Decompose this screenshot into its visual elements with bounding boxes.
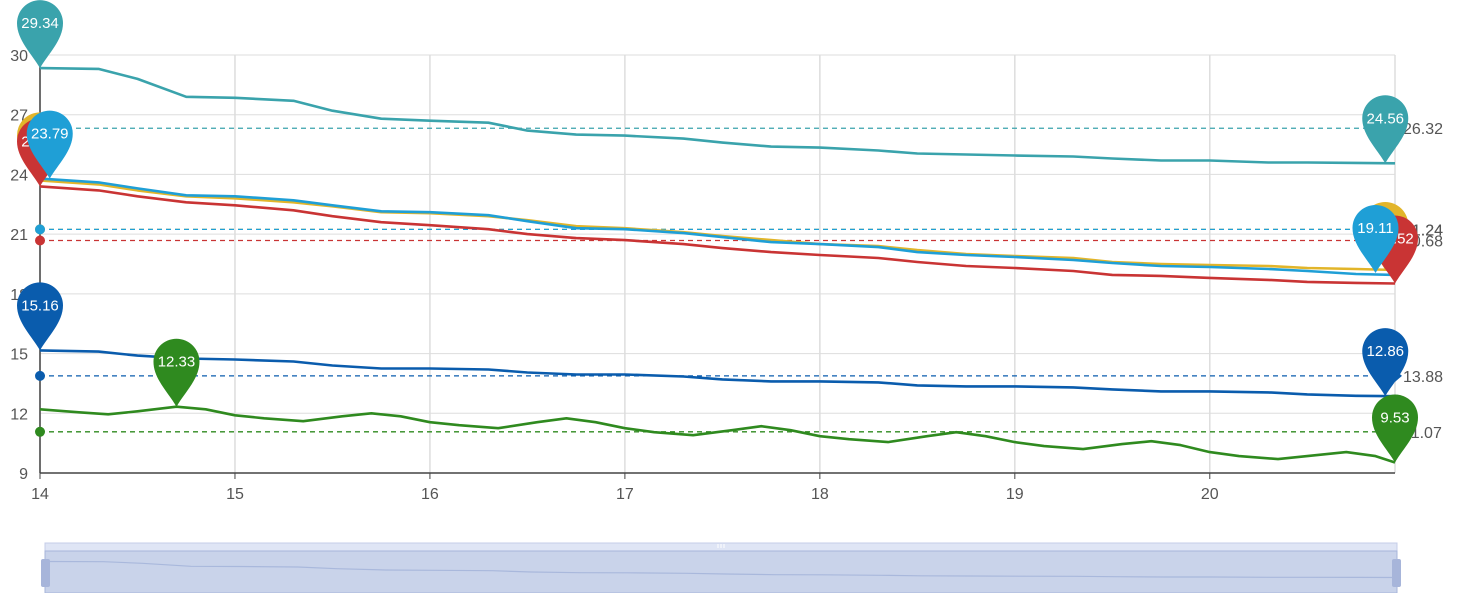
average-start-dot [35, 426, 45, 437]
series-lines [39, 66, 1396, 464]
pin-shape [17, 282, 63, 351]
marker-pin: 15.16 [17, 282, 63, 351]
y-tick-label: 21 [10, 227, 28, 244]
average-label: 13.88 [1403, 369, 1443, 386]
pin-shape [26, 110, 73, 179]
marker-pin: 29.34 [17, 0, 63, 69]
average-label: 26.32 [1403, 121, 1443, 138]
series-line [39, 177, 1396, 277]
marker-pin: 23.79 [26, 110, 73, 179]
y-tick-label: 24 [10, 167, 28, 184]
average-start-dot [35, 370, 45, 381]
pin-shape [153, 338, 200, 407]
y-tick-label: 9 [19, 466, 28, 483]
zoom-preview-line [44, 560, 1398, 579]
series-line [39, 66, 1396, 165]
pin-label: 12.86 [1366, 343, 1404, 360]
pin-label: 23.79 [31, 126, 69, 143]
marker-pin: 24.56 [1362, 95, 1409, 164]
pin-label: 9.53 [1380, 409, 1409, 426]
zoom-handle-left[interactable] [41, 559, 50, 587]
marker-pin: 12.33 [153, 338, 200, 407]
series-line [39, 185, 1396, 285]
pin-label: 19.11 [1357, 220, 1393, 237]
marker-pin: 19.11 [1352, 204, 1399, 273]
data-zoom-slider[interactable] [41, 542, 1401, 593]
pin-label: 29.34 [21, 15, 59, 32]
pin-shape [1352, 204, 1399, 273]
grid [39, 54, 1396, 474]
x-tick-label: 18 [811, 486, 829, 503]
zoom-handle-right[interactable] [1392, 559, 1401, 587]
x-tick-label: 19 [1006, 486, 1024, 503]
pin-label: 24.56 [1366, 110, 1404, 127]
x-tick-label: 20 [1201, 486, 1219, 503]
pin-label: 12.33 [158, 354, 196, 371]
pin-label: 15.16 [21, 297, 59, 314]
marker-pin: 9.53 [1372, 394, 1418, 463]
x-tick-label: 16 [421, 486, 439, 503]
series-line [39, 349, 1396, 398]
marker-pins: 29.3424.5623.5619.1123.5618.5223.7919.11… [17, 0, 1418, 463]
x-tick-label: 15 [226, 486, 244, 503]
marker-pin: 12.86 [1362, 328, 1409, 397]
x-tick-label: 17 [616, 486, 634, 503]
y-tick-label: 30 [10, 48, 28, 65]
average-start-dot [35, 235, 45, 246]
pin-shape [17, 0, 63, 69]
pin-shape [1362, 95, 1409, 164]
series-line [39, 405, 1396, 464]
pin-shape [1372, 394, 1418, 463]
average-start-dot [35, 224, 45, 235]
y-tick-label: 12 [10, 406, 28, 423]
x-tick-label: 14 [31, 486, 49, 503]
series-line [39, 179, 1396, 272]
pin-shape [1362, 328, 1409, 397]
y-tick-label: 15 [10, 347, 28, 364]
zoom-selection[interactable] [44, 550, 1398, 593]
